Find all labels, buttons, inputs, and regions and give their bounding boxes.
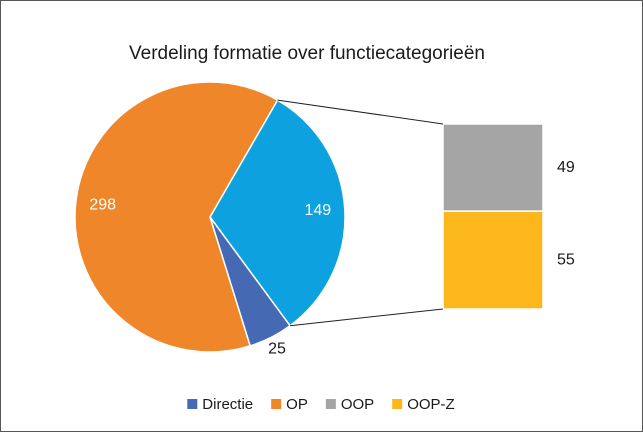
legend-marker	[325, 399, 336, 409]
data-label: 49	[557, 159, 575, 176]
data-label: 298	[89, 196, 116, 213]
chart-title: Verdeling formatie over functiecategorie…	[129, 43, 485, 64]
legend-marker	[271, 399, 282, 409]
connector	[289, 308, 444, 327]
legend-label: OOP-Z	[407, 396, 455, 413]
bar-segment	[442, 210, 544, 310]
pie-slice	[74, 81, 279, 353]
data-label: 25	[268, 341, 286, 358]
connector	[277, 99, 444, 125]
legend-label: Directie	[202, 396, 253, 413]
bar-segment	[442, 123, 544, 212]
data-label: 55	[557, 251, 575, 268]
pie-slice	[209, 99, 346, 327]
data-label: 149	[304, 202, 331, 219]
legend-marker	[392, 399, 403, 409]
legend-label: OP	[286, 396, 308, 413]
legend-label: OOP	[341, 396, 374, 413]
legend-marker	[187, 399, 198, 409]
